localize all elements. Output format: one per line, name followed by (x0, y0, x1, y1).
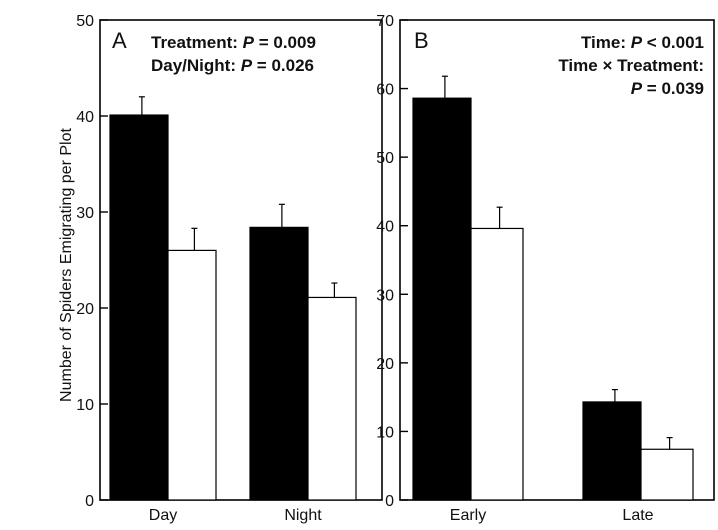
category-label-late: Late (622, 507, 653, 524)
y-tick-label: 40 (376, 219, 394, 236)
bar-day-series-1 (109, 114, 169, 501)
bar-night-series-1 (249, 226, 309, 501)
y-tick-label: 10 (376, 424, 394, 441)
bar-day-series-2 (167, 249, 217, 501)
y-tick-label: 30 (376, 287, 394, 304)
y-tick-label: 0 (85, 493, 94, 510)
bar-night-series-2 (307, 296, 357, 501)
bar-early-series-2 (470, 227, 524, 501)
category-label-early: Early (450, 507, 486, 524)
stat-annotation: Time: P < 0.001 (581, 33, 704, 52)
y-tick-label: 50 (376, 150, 394, 167)
bar-late-series-1 (582, 401, 642, 501)
plot-frame (99, 19, 383, 501)
bar-late-series-2 (640, 448, 694, 501)
panel-letter: B (414, 28, 429, 53)
y-tick-label: 0 (385, 493, 394, 510)
y-tick-label: 30 (76, 205, 94, 222)
stat-annotation: P = 0.039 (631, 79, 704, 98)
y-tick-label: 20 (376, 356, 394, 373)
y-axis-label: Number of Spiders Emigrating per Plot (58, 128, 75, 402)
stat-annotation: Day/Night: P = 0.026 (151, 56, 314, 75)
plot-frame (399, 19, 715, 501)
panel-a: 0 10 20 30 40 50 Day Night A Treatment: P = 0.009… (76, 13, 383, 524)
y-tick-label: 20 (76, 301, 94, 318)
bar-early-series-1 (412, 97, 472, 501)
y-tick-label: 40 (76, 109, 94, 126)
y-tick-label: 50 (76, 13, 94, 30)
y-tick-label: 10 (76, 397, 94, 414)
panel-letter: A (112, 28, 127, 53)
stat-annotation: Treatment: P = 0.009 (151, 33, 316, 52)
category-label-night: Night (284, 507, 322, 524)
panel-b: 0 10 20 30 40 50 60 70 Early Late B Time: P < 0.001… (376, 13, 715, 524)
y-tick-label: 70 (376, 13, 394, 30)
y-tick-label: 60 (376, 82, 394, 99)
stat-annotation: Time × Treatment: (558, 56, 704, 75)
category-label-day: Day (149, 507, 177, 524)
